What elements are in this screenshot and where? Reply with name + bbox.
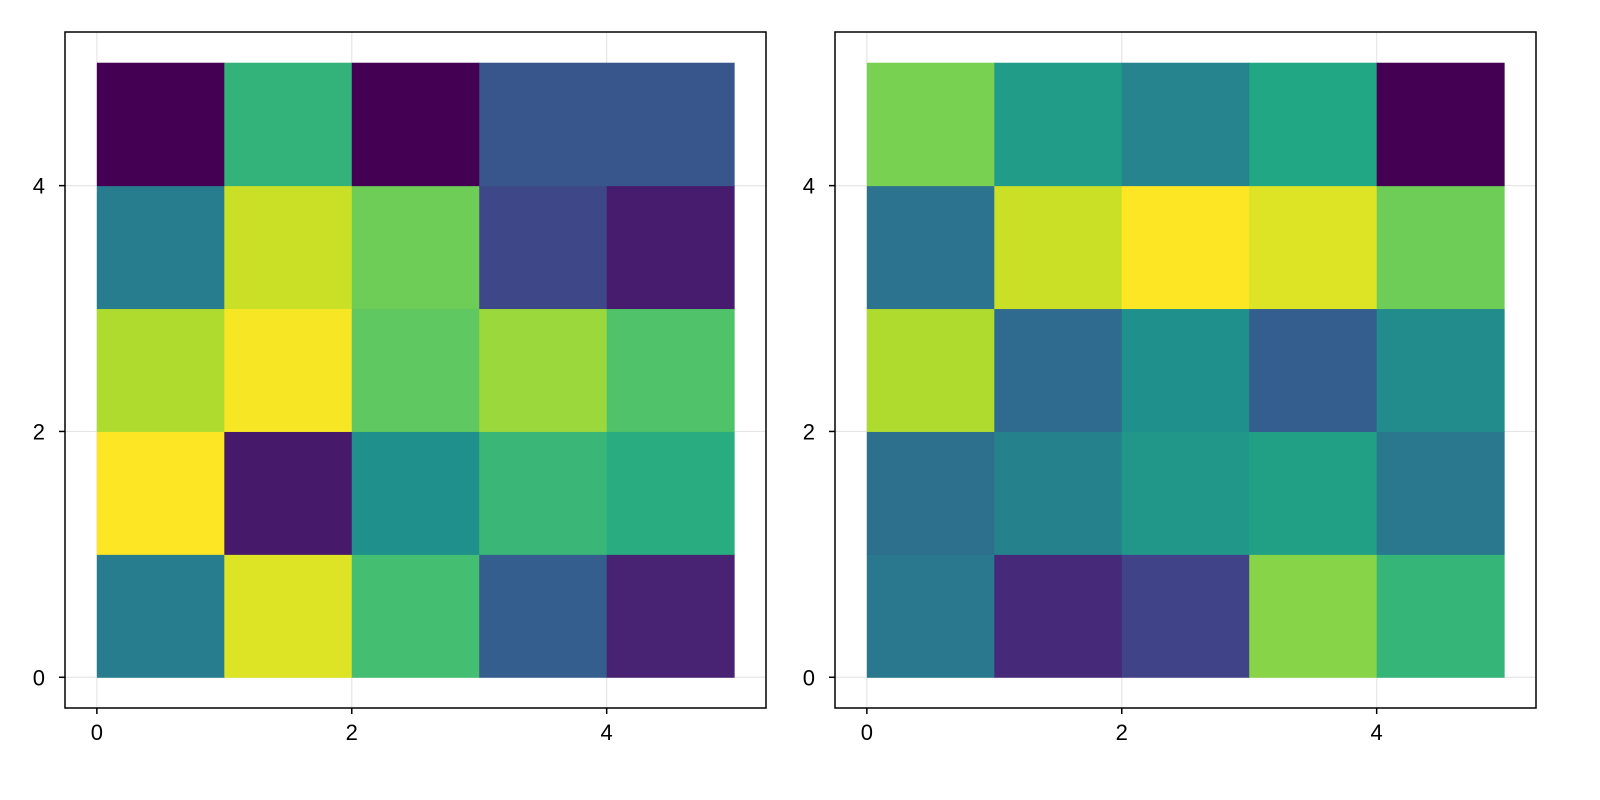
- y-tick-label: 2: [803, 419, 815, 444]
- heatmap-cell: [1376, 308, 1505, 432]
- heatmap-cell: [224, 431, 353, 555]
- heatmap-cell: [351, 431, 480, 555]
- heatmap-cell: [994, 431, 1123, 555]
- heatmap-cell: [351, 62, 480, 187]
- heatmap-cell: [994, 62, 1123, 187]
- x-tick-label: 4: [601, 720, 613, 745]
- heatmap-cell: [1249, 554, 1378, 678]
- axes-frame: [834, 31, 1537, 709]
- heatmap-cell: [1376, 185, 1505, 310]
- x-tick-label: 0: [91, 720, 103, 745]
- y-tick-label: 4: [803, 174, 815, 199]
- heatmap-cell: [1121, 308, 1250, 432]
- heatmap-cell: [1376, 62, 1505, 187]
- heatmap-cell: [351, 308, 480, 432]
- heatmap-cell: [1121, 431, 1250, 555]
- heatmap-cell: [1376, 554, 1505, 678]
- heatmap-cell: [351, 185, 480, 310]
- heatmap-cell: [994, 554, 1123, 678]
- heatmap-cell: [479, 554, 608, 678]
- heatmap-cell: [1249, 308, 1378, 432]
- heatmap-cell: [96, 308, 225, 432]
- heatmap-cell: [1121, 554, 1250, 678]
- heatmap-panel-right: 0 2 4 0 2 4: [803, 31, 1537, 745]
- heatmap-cell: [1249, 62, 1378, 187]
- heatmap-cell: [96, 62, 225, 187]
- heatmap-cell: [351, 554, 480, 678]
- heatmap-cell: [606, 431, 735, 555]
- heatmap-cell: [224, 62, 353, 187]
- heatmap-cell: [866, 308, 995, 432]
- x-tick-label: 2: [346, 720, 358, 745]
- heatmap-cell: [96, 554, 225, 678]
- heatmap-cell: [479, 62, 608, 187]
- heatmap-cell: [606, 308, 735, 432]
- y-tick-label: 0: [803, 665, 815, 690]
- heatmap-cell: [224, 554, 353, 678]
- y-tick-label: 0: [33, 665, 45, 690]
- heatmap-cell: [1249, 185, 1378, 310]
- heatmap-cell: [479, 308, 608, 432]
- heatmap-cell: [606, 554, 735, 678]
- heatmap-cell: [994, 185, 1123, 310]
- heatmap-cell: [1121, 185, 1250, 310]
- heatmap-cell: [479, 185, 608, 310]
- heatmap-cell: [866, 185, 995, 310]
- y-tick-label: 2: [33, 419, 45, 444]
- heatmap-cell: [479, 431, 608, 555]
- heatmap-cell: [606, 185, 735, 310]
- heatmap-cell: [866, 62, 995, 187]
- heatmap-cell: [866, 431, 995, 555]
- heatmap-cell: [994, 308, 1123, 432]
- heatmap-cell: [1376, 431, 1505, 555]
- heatmap-cell: [1121, 62, 1250, 187]
- x-tick-label: 0: [861, 720, 873, 745]
- heatmap-cell: [1249, 431, 1378, 555]
- x-tick-label: 2: [1116, 720, 1128, 745]
- heatmap-cell: [96, 431, 225, 555]
- heatmap-cell: [224, 185, 353, 310]
- heatmap-cell: [224, 308, 353, 432]
- y-tick-label: 4: [33, 174, 45, 199]
- heatmap-panel-left: 0 2 4 0 2 4: [33, 31, 767, 745]
- heatmap-cell: [866, 554, 995, 678]
- heatmap-cell: [96, 185, 225, 310]
- heatmap-cell: [606, 62, 735, 187]
- axes-frame: [64, 31, 767, 709]
- x-tick-label: 4: [1371, 720, 1383, 745]
